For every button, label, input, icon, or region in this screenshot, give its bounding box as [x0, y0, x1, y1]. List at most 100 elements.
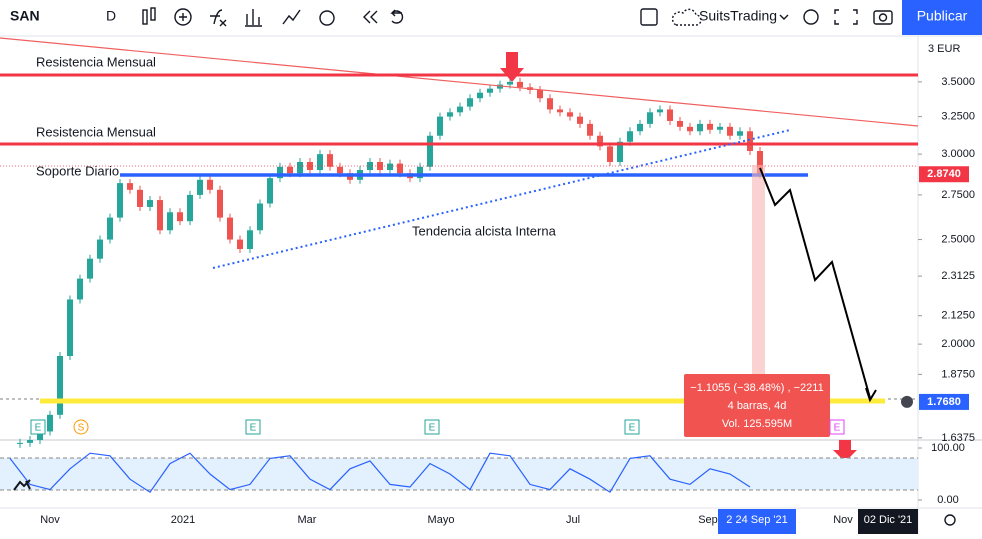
x-tick-label: 2021 — [171, 514, 195, 526]
icon-caret — [779, 14, 789, 20]
candle — [117, 183, 123, 218]
candle — [397, 163, 403, 174]
y-tick-label: 3.2500 — [941, 111, 975, 123]
candle — [327, 154, 333, 167]
annotation: Resistencia Mensual — [36, 124, 156, 139]
candle — [267, 178, 273, 204]
candle — [747, 131, 753, 152]
x-tick-label: Sep — [698, 514, 718, 526]
candle — [757, 151, 763, 175]
candle — [197, 179, 203, 195]
tv-logo — [13, 479, 31, 491]
candle — [577, 116, 583, 124]
price-badge-label: 2.8740 — [927, 168, 961, 180]
settings-icon[interactable] — [944, 514, 956, 526]
icon-bars[interactable] — [245, 9, 262, 27]
event-label: E — [35, 423, 42, 434]
candles — [17, 77, 763, 448]
icon-candles[interactable] — [142, 9, 148, 25]
measure-text: −1.1055 (−38.48%) , −2211 — [690, 382, 823, 394]
icon-fx[interactable] — [210, 9, 227, 27]
measure-band — [752, 165, 765, 400]
descending-trendline — [0, 37, 919, 127]
measure-text: 4 barras, 4d — [728, 400, 787, 412]
publish-label[interactable]: Publicar — [917, 8, 968, 24]
end-date-bg — [858, 509, 918, 534]
candle — [607, 146, 613, 162]
candle — [187, 194, 193, 222]
icon-add[interactable] — [174, 8, 192, 26]
candle — [77, 278, 83, 300]
icon-replay[interactable] — [363, 10, 378, 24]
event-icon — [73, 419, 89, 435]
candle — [57, 355, 63, 415]
candle — [547, 98, 553, 110]
y-tick-label: 100.00 — [931, 442, 965, 454]
y-tick-label: 2.5000 — [941, 233, 975, 245]
candle — [587, 123, 593, 136]
interval[interactable]: D — [106, 8, 116, 24]
arrow-down — [833, 440, 857, 462]
account[interactable]: SuitsTrading — [699, 8, 777, 24]
currency: 3 EUR — [928, 43, 960, 55]
y-tick-label: 2.7500 — [941, 189, 975, 201]
candle — [287, 166, 293, 174]
candle — [207, 179, 213, 190]
candle — [127, 183, 133, 190]
x-tick-label: Mar — [298, 514, 317, 526]
candle — [667, 109, 673, 121]
candle — [727, 126, 733, 136]
candle — [297, 161, 303, 174]
symbol[interactable]: SAN — [10, 8, 40, 24]
icon-candles2 — [150, 7, 156, 21]
icon-camera[interactable] — [873, 10, 893, 25]
candle — [717, 126, 723, 130]
candle — [67, 299, 73, 356]
toolbar: SAN D SuitsTrading Publicar — [0, 0, 982, 37]
candle — [617, 141, 623, 162]
icon-layout[interactable] — [640, 8, 658, 26]
candle — [257, 203, 263, 231]
candle — [317, 154, 323, 171]
price-badge — [919, 393, 969, 410]
end-date: 02 Dic '21 — [864, 514, 913, 526]
y-tick-label: 2.0000 — [941, 338, 975, 350]
x-tick-label: Mayo — [428, 514, 455, 526]
x-tick-label: Jul — [566, 514, 580, 526]
candle — [487, 88, 493, 93]
annotation: Soporte Diario — [36, 163, 119, 178]
candle — [377, 161, 383, 171]
y-tick-label: 3.0000 — [941, 148, 975, 160]
candle — [697, 123, 703, 132]
icon-undo[interactable] — [390, 9, 404, 24]
candle — [217, 189, 223, 218]
candle — [507, 81, 513, 85]
x-tick-label: Nov — [833, 514, 853, 526]
candle — [157, 200, 163, 231]
candle — [417, 166, 423, 179]
measure-text: Vol. 125.595M — [722, 418, 792, 430]
candle — [97, 239, 103, 259]
icon-alert[interactable] — [319, 10, 335, 26]
candle — [137, 189, 143, 207]
publish-button[interactable] — [902, 0, 982, 35]
candle — [87, 258, 93, 279]
icon-lens — [878, 13, 888, 22]
y-tick-label: 1.8750 — [941, 368, 975, 380]
candle — [677, 120, 683, 127]
candle — [437, 116, 443, 136]
icon-plus — [179, 13, 187, 21]
measure-box — [684, 374, 830, 437]
y-tick-label: 2.3125 — [941, 270, 975, 282]
candle — [387, 163, 393, 171]
icon-templates[interactable] — [282, 9, 301, 25]
icon-fullscreen[interactable] — [834, 9, 858, 25]
annotation: Tendencia alcista Interna — [412, 223, 557, 238]
candle — [147, 200, 153, 207]
icon-settings[interactable] — [803, 9, 819, 25]
event-icon — [424, 419, 440, 435]
candle — [457, 106, 463, 113]
candle — [47, 414, 53, 432]
